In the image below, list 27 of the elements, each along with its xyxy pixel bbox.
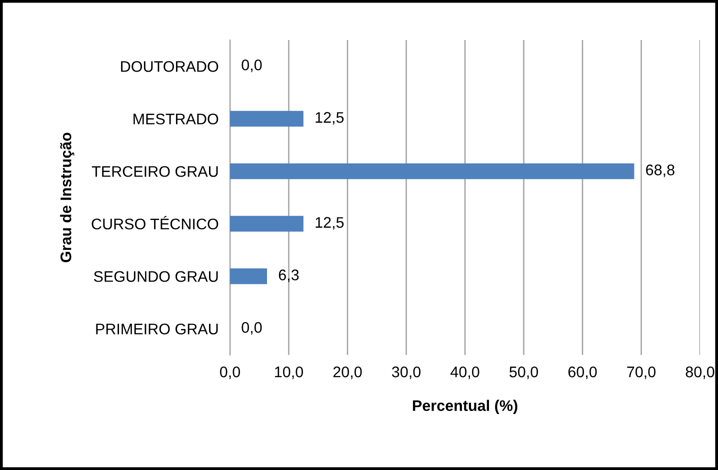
bar: [230, 163, 634, 180]
x-tick-label: 80,0: [686, 366, 714, 380]
y-tick-label: CURSO TÉCNICO: [92, 216, 218, 230]
y-tick-label: TERCEIRO GRAU: [92, 166, 218, 177]
x-tick-label: 50,0: [509, 366, 538, 380]
data-label: 0,0: [242, 60, 262, 72]
y-tick-label: SEGUNDO GRAU: [94, 271, 218, 282]
data-label: 68,8: [646, 164, 674, 178]
y-tick-label: DOUTORADO: [121, 61, 218, 72]
data-label: 6,3: [278, 270, 299, 282]
x-axis-title: Percentual (%): [412, 400, 518, 414]
y-axis-title: Grau de Instrução: [60, 132, 74, 262]
x-tick-label: 40,0: [450, 366, 480, 380]
bar: [230, 110, 304, 127]
x-tick-label: 20,0: [333, 366, 362, 380]
x-tick-label: 10,0: [275, 366, 304, 380]
y-tick-label: MESTRADO: [134, 114, 218, 124]
bar: [230, 216, 304, 232]
x-tick-label: 60,0: [568, 366, 597, 380]
data-label: 12,5: [316, 217, 344, 230]
bar: [230, 268, 268, 284]
data-label: 12,5: [316, 112, 344, 125]
x-tick-label: 0,0: [220, 366, 240, 380]
y-tick-label: PRIMEIRO GRAU: [96, 324, 218, 334]
data-label: 0,0: [242, 322, 262, 335]
x-tick-label: 30,0: [392, 366, 421, 380]
x-tick-label: 70,0: [627, 366, 656, 380]
